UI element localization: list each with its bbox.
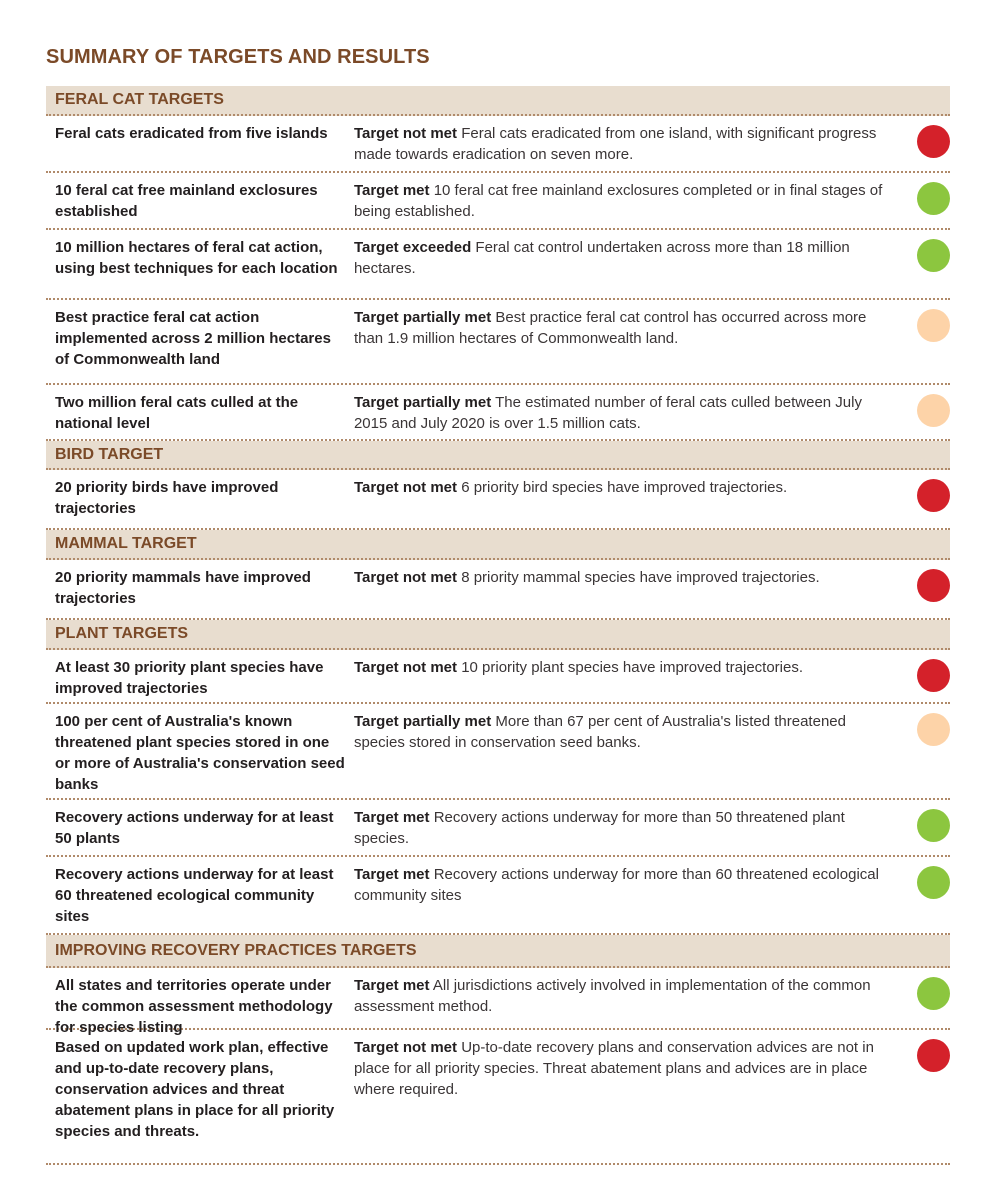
- result-status: Target met: [353, 809, 430, 826]
- target-text: All states and territories operate under…: [55, 977, 333, 1036]
- table-row: At least 30 priority plant species have …: [46, 650, 950, 704]
- status-indicator-icon: [917, 125, 950, 158]
- result-detail: Recovery actions underway for more than …: [353, 809, 845, 847]
- result-detail: Feral cat control undertaken across more…: [353, 239, 850, 277]
- result-status: Target not met: [353, 1039, 458, 1056]
- result-status: Target met: [353, 182, 430, 199]
- result-detail: Best practice feral cat control has occu…: [353, 309, 867, 347]
- target-text: Recovery actions underway for at least 5…: [55, 809, 334, 847]
- table-row: 10 feral cat free mainland exclosures es…: [46, 173, 950, 230]
- section-heading: FERAL CAT TARGETS: [46, 86, 950, 116]
- result-text: Target partially met Best practice feral…: [345, 307, 897, 383]
- result-detail: Up-to-date recovery plans and conservati…: [353, 1039, 874, 1098]
- result-detail: More than 67 per cent of Australia's lis…: [353, 713, 846, 751]
- table-row: Recovery actions underway for at least 6…: [46, 857, 950, 935]
- result-text: Target exceeded Feral cat control undert…: [345, 237, 897, 298]
- result-detail: Feral cats eradicated from one island, w…: [353, 125, 877, 163]
- target-text: At least 30 priority plant species have …: [55, 659, 324, 697]
- table-row: 20 priority birds have improved trajecto…: [46, 470, 950, 530]
- target-text: Based on updated work plan, effective an…: [55, 1039, 335, 1140]
- target-text: Recovery actions underway for at least 6…: [55, 866, 334, 925]
- result-text: Target met Recovery actions underway for…: [345, 864, 897, 933]
- target-text: 20 priority mammals have improved trajec…: [55, 569, 311, 607]
- page-title: SUMMARY OF TARGETS AND RESULTS: [46, 46, 430, 68]
- result-text: Target not met 8 priority mammal species…: [345, 567, 897, 618]
- result-status: Target partially met: [353, 713, 492, 730]
- result-text: Target partially met More than 67 per ce…: [345, 711, 897, 798]
- result-text: Target met All jurisdictions actively in…: [345, 975, 897, 1028]
- result-text: Target met 10 feral cat free mainland ex…: [345, 180, 897, 228]
- table-row: 10 million hectares of feral cat action,…: [46, 230, 950, 300]
- result-status: Target not met: [353, 125, 458, 142]
- status-indicator-icon: [917, 569, 950, 602]
- result-status: Target partially met: [353, 394, 492, 411]
- result-detail: 8 priority mammal species have improved …: [461, 569, 820, 586]
- status-indicator-icon: [917, 866, 950, 899]
- target-text: Best practice feral cat action implement…: [55, 309, 331, 368]
- result-detail: 10 priority plant species have improved …: [461, 659, 804, 676]
- result-text: Target not met 6 priority bird species h…: [345, 477, 897, 528]
- result-status: Target partially met: [353, 309, 492, 326]
- result-detail: 6 priority bird species have improved tr…: [461, 479, 788, 496]
- table-row: 100 per cent of Australia's known threat…: [46, 704, 950, 800]
- table-row: 20 priority mammals have improved trajec…: [46, 560, 950, 620]
- table-row: Based on updated work plan, effective an…: [46, 1030, 950, 1165]
- result-status: Target not met: [353, 479, 458, 496]
- status-indicator-icon: [917, 182, 950, 215]
- section-heading: MAMMAL TARGET: [46, 530, 950, 560]
- result-status: Target not met: [353, 569, 458, 586]
- result-status: Target not met: [353, 659, 458, 676]
- status-indicator-icon: [917, 479, 950, 512]
- status-indicator-icon: [917, 713, 950, 746]
- table-row: Two million feral cats culled at the nat…: [46, 385, 950, 441]
- target-text: 10 million hectares of feral cat action,…: [55, 239, 338, 277]
- table-row: Best practice feral cat action implement…: [46, 300, 950, 385]
- result-status: Target exceeded: [353, 239, 472, 256]
- result-text: Target not met Up-to-date recovery plans…: [345, 1037, 897, 1163]
- targets-table: FERAL CAT TARGETS Feral cats eradicated f…: [46, 86, 950, 1165]
- status-indicator-icon: [917, 977, 950, 1010]
- result-text: Target met Recovery actions underway for…: [345, 807, 897, 855]
- result-status: Target met: [353, 977, 430, 994]
- target-text: Two million feral cats culled at the nat…: [55, 394, 299, 432]
- status-indicator-icon: [917, 809, 950, 842]
- section-heading: PLANT TARGETS: [46, 620, 950, 650]
- table-row: All states and territories operate under…: [46, 968, 950, 1036]
- result-text: Target partially met The estimated numbe…: [345, 392, 897, 439]
- status-indicator-icon: [917, 1039, 950, 1072]
- target-text: Feral cats eradicated from five islands: [55, 125, 328, 142]
- target-text: 10 feral cat free mainland exclosures es…: [55, 182, 318, 220]
- result-status: Target met: [353, 866, 430, 883]
- status-indicator-icon: [917, 659, 950, 692]
- status-indicator-icon: [917, 239, 950, 272]
- section-heading: BIRD TARGET: [46, 441, 950, 470]
- result-text: Target not met Feral cats eradicated fro…: [345, 123, 897, 171]
- section-heading: IMPROVING RECOVERY PRACTICES TARGETS: [46, 935, 950, 968]
- table-row: Recovery actions underway for at least 5…: [46, 800, 950, 857]
- result-text: Target not met 10 priority plant species…: [345, 657, 897, 702]
- result-detail: Recovery actions underway for more than …: [353, 866, 879, 904]
- target-text: 20 priority birds have improved trajecto…: [55, 479, 279, 517]
- status-indicator-icon: [917, 394, 950, 427]
- status-indicator-icon: [917, 309, 950, 342]
- result-detail: 10 feral cat free mainland exclosures co…: [353, 182, 883, 220]
- target-text: 100 per cent of Australia's known threat…: [55, 713, 345, 793]
- result-detail: All jurisdictions actively involved in i…: [353, 977, 871, 1015]
- table-row: Feral cats eradicated from five islands …: [46, 116, 950, 173]
- result-detail: The estimated number of feral cats culle…: [353, 394, 862, 432]
